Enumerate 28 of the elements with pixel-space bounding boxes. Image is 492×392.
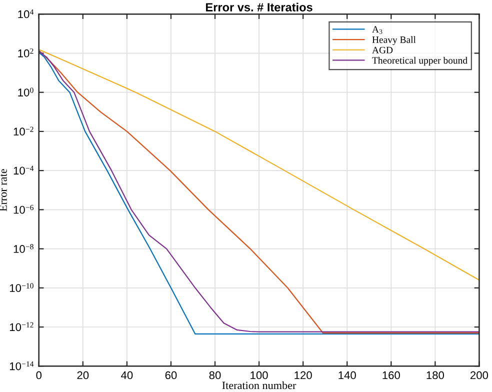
y-tick-label: 10$^{−2}$ <box>14 126 34 136</box>
x-tick-label: 40 <box>121 371 133 380</box>
line-series <box>38 48 480 281</box>
y-tick-label: 10$^{−10}$ <box>10 283 34 292</box>
y-tick-label: 10$^{−12}$ <box>10 322 34 332</box>
legend-label: AGD <box>372 46 393 54</box>
x-tick-label: 60 <box>165 371 177 380</box>
y-tick-label: 10$^{0}$ <box>18 88 34 96</box>
x-tick-label: 20 <box>77 371 89 380</box>
y-tick-label: 10$^{−14}$ <box>10 361 34 370</box>
chart-title: Error vs. # Iteratios <box>206 2 312 12</box>
x-tick-label: 140 <box>338 371 356 380</box>
y-tick-label: 10$^{4}$ <box>18 9 34 18</box>
x-tick-label: 0 <box>36 371 42 380</box>
x-tick-label: 120 <box>294 371 312 380</box>
y-tick-label: 10$^{−4}$ <box>14 166 34 175</box>
x-tick-label: 100 <box>250 371 268 380</box>
y-tick-label: 10$^{2}$ <box>18 48 34 58</box>
x-tick-label: 80 <box>209 371 221 380</box>
x-tick-label: 160 <box>382 371 400 380</box>
legend-label: Heavy Ball <box>372 36 416 46</box>
y-tick-label: 10$^{−8}$ <box>14 244 34 253</box>
x-axis-title: Iteration number <box>222 381 296 390</box>
y-tick-label: 10$^{−6}$ <box>14 204 34 214</box>
x-tick-label: 200 <box>470 371 488 380</box>
x-tick-label: 180 <box>426 371 444 380</box>
legend-label: A$_{3}$ <box>372 26 382 34</box>
legend-label: Theoretical upper bound <box>372 56 468 66</box>
